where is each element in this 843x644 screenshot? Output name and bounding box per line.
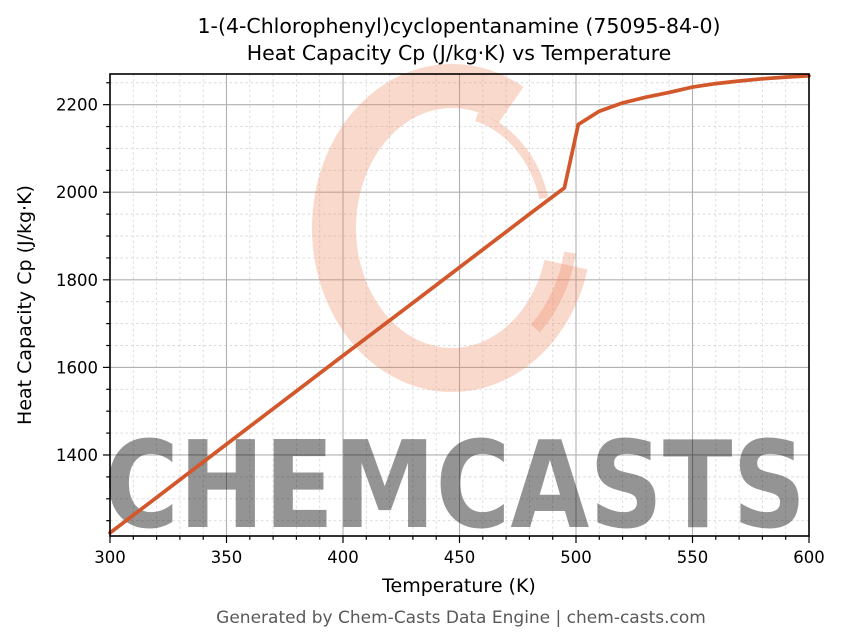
x-tick-label: 400 — [327, 548, 359, 567]
chart-title: 1-(4-Chlorophenyl)cyclopentanamine (7509… — [198, 14, 721, 38]
x-tick-label: 350 — [211, 548, 243, 567]
y-tick-label: 1600 — [56, 358, 98, 377]
x-tick-label: 500 — [560, 548, 592, 567]
chemcasts-logo-side-stroke — [530, 251, 576, 333]
x-tick-label: 300 — [94, 548, 126, 567]
cp-vs-temperature-line — [108, 73, 811, 535]
y-tick-label: 2000 — [56, 183, 98, 202]
x-axis-label: Temperature (K) — [381, 575, 536, 597]
series-layer — [108, 73, 811, 535]
footer-credit: Generated by Chem-Casts Data Engine | ch… — [216, 608, 706, 628]
y-tick-label: 2200 — [56, 96, 98, 115]
axis-layer: 300 350 400 450 500 550 600 1400 1600 1800 2000 220… — [56, 82, 825, 567]
chart-subtitle: Heat Capacity Cp (J/kg·K) vs Temperature — [247, 41, 672, 65]
y-axis-label: Heat Capacity Cp (J/kg·K) — [14, 185, 36, 425]
chemcasts-logo-watermark — [312, 64, 588, 392]
x-tick-label: 450 — [444, 548, 476, 567]
y-tick-label: 1400 — [56, 446, 98, 465]
x-tick-label: 550 — [677, 548, 709, 567]
x-tick-label: 600 — [793, 548, 825, 567]
watermark-layer: CHEMCASTS — [104, 64, 806, 556]
chemcasts-text-watermark: CHEMCASTS — [104, 417, 806, 556]
chemcasts-logo-inner-stroke — [475, 112, 549, 200]
y-tick-label: 1800 — [56, 271, 98, 290]
